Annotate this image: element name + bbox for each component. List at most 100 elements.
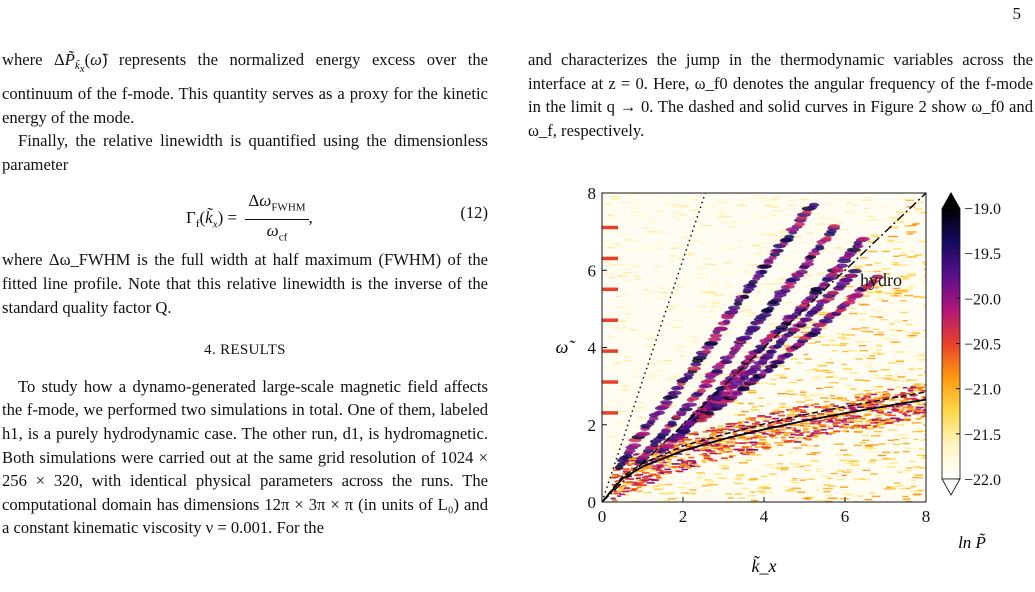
- ridge-cell: [766, 349, 777, 354]
- noise-cell: [687, 252, 694, 255]
- fmode-band-cell: [824, 418, 833, 421]
- fmode-band-cell: [708, 437, 716, 440]
- ridge-cell: [799, 317, 813, 322]
- noise-cell: [635, 367, 642, 370]
- noise-cell: [665, 220, 673, 222]
- ridge-cell: [722, 319, 731, 324]
- noise-cell: [905, 323, 914, 326]
- noise-cell: [715, 376, 725, 378]
- noise-cell: [666, 405, 677, 408]
- fmode-band-cell: [651, 465, 659, 467]
- noise-cell: [718, 209, 726, 212]
- noise-cell: [691, 341, 700, 343]
- noise-cell: [645, 334, 654, 337]
- noise-cell: [920, 211, 926, 214]
- noise-cell: [771, 410, 780, 412]
- fmode-band-cell: [656, 465, 664, 468]
- ridge-cell: [819, 281, 830, 287]
- fmode-band-cell: [849, 409, 855, 412]
- noise-cell: [700, 364, 707, 366]
- noise-cell: [642, 491, 652, 494]
- noise-cell: [879, 319, 889, 321]
- noise-cell: [705, 205, 716, 208]
- right-column: and characterizes the jump in the thermo…: [528, 48, 1033, 142]
- noise-cell: [742, 346, 750, 348]
- noise-cell: [902, 442, 910, 445]
- fmode-band-cell: [629, 469, 634, 472]
- noise-cell: [666, 492, 675, 495]
- fmode-band-cell: [714, 441, 721, 444]
- noise-cell: [628, 271, 634, 274]
- noise-cell: [765, 242, 774, 245]
- fmode-band-cell: [855, 420, 863, 423]
- fmode-band-cell: [866, 424, 871, 427]
- noise-cell: [630, 207, 640, 209]
- fmode-band-cell: [696, 442, 705, 445]
- ridge-cell: [683, 372, 695, 377]
- noise-cell: [743, 438, 752, 441]
- noise-cell: [916, 367, 923, 370]
- fmode-band-cell: [734, 442, 743, 444]
- fmode-band-cell: [671, 447, 676, 449]
- noise-cell: [898, 198, 906, 201]
- noise-cell: [876, 344, 882, 347]
- noise-cell: [925, 262, 926, 264]
- noise-cell: [681, 384, 690, 386]
- colorbar-tick-label: −20.0: [964, 291, 1001, 308]
- fmode-band-cell: [897, 410, 904, 413]
- noise-cell: [923, 438, 926, 440]
- fmode-band-cell: [611, 499, 618, 502]
- noise-cell: [783, 256, 789, 258]
- noise-cell: [865, 264, 873, 266]
- ridge-cell: [869, 278, 879, 284]
- noise-cell: [664, 345, 674, 348]
- fmode-band-cell: [672, 465, 681, 468]
- noise-cell: [810, 394, 819, 396]
- noise-cell: [690, 231, 701, 233]
- noise-cell: [664, 406, 674, 409]
- noise-cell: [881, 250, 890, 253]
- noise-cell: [631, 375, 642, 378]
- ridge-cell: [740, 294, 750, 299]
- fmode-band-cell: [810, 433, 815, 436]
- noise-cell: [618, 487, 625, 489]
- noise-cell: [738, 462, 748, 464]
- noise-cell: [638, 402, 644, 404]
- noise-cell: [657, 287, 666, 289]
- fmode-band-cell: [788, 409, 796, 412]
- fmode-band-cell: [666, 458, 672, 461]
- noise-cell: [623, 227, 634, 230]
- noise-cell: [773, 218, 784, 220]
- noise-cell: [644, 289, 650, 291]
- noise-cell: [618, 264, 628, 266]
- noise-cell: [804, 284, 811, 287]
- noise-cell: [684, 297, 692, 300]
- noise-cell: [730, 401, 740, 404]
- fmode-band-cell: [710, 450, 716, 453]
- fmode-band-cell: [757, 436, 763, 439]
- noise-cell: [888, 235, 898, 238]
- fmode-band-cell: [842, 407, 848, 410]
- noise-cell: [775, 282, 785, 285]
- noise-cell: [895, 211, 904, 213]
- fmode-band-cell: [843, 426, 848, 429]
- edge-streak: [602, 380, 618, 384]
- noise-cell: [706, 480, 715, 483]
- noise-cell: [917, 403, 926, 406]
- noise-cell: [632, 354, 640, 356]
- noise-cell: [747, 197, 755, 200]
- colorbar-top-extend: [942, 192, 960, 208]
- noise-cell: [760, 285, 770, 288]
- noise-cell: [623, 279, 631, 281]
- fmode-band-cell: [713, 439, 719, 441]
- fmode-band-cell: [923, 405, 926, 408]
- ridge-cell: [857, 236, 870, 242]
- fmode-band-cell: [690, 463, 698, 465]
- fmode-band-cell: [802, 405, 808, 408]
- ridge-cell: [846, 273, 857, 278]
- noise-cell: [808, 321, 814, 323]
- noise-cell: [762, 464, 768, 466]
- fmode-band-cell: [790, 433, 796, 436]
- noise-cell: [685, 228, 695, 231]
- fmode-band-cell: [902, 413, 908, 415]
